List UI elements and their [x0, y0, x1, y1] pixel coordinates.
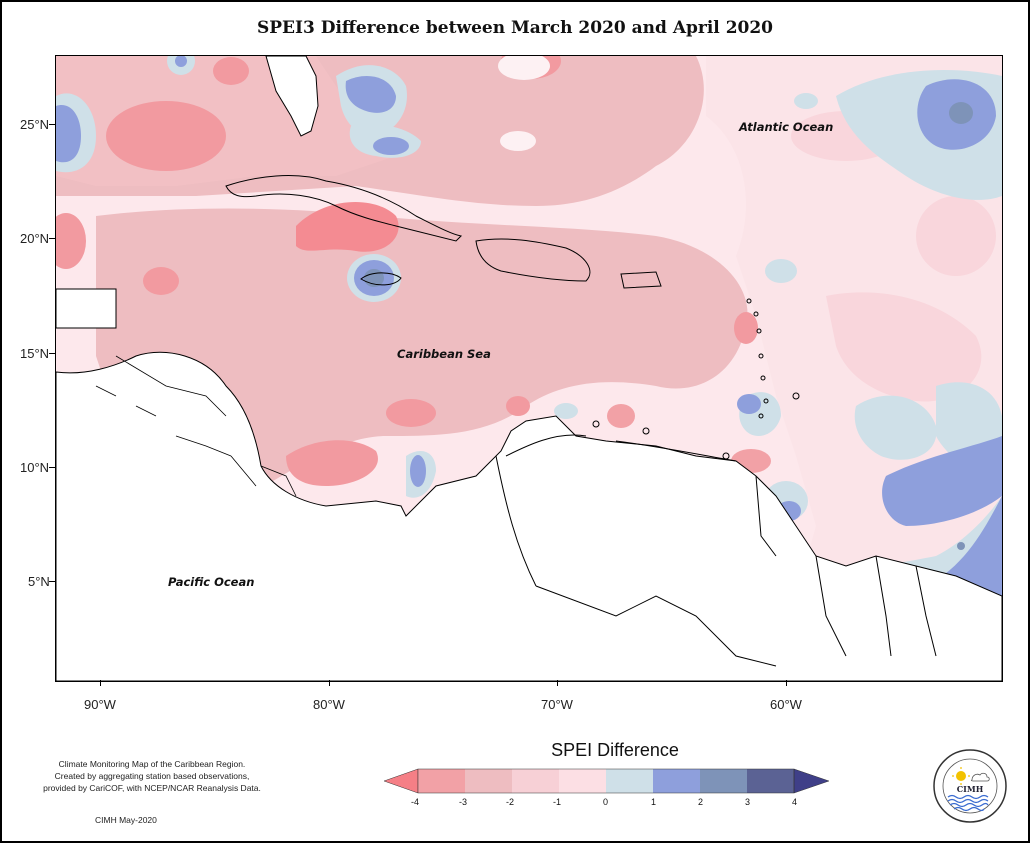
map-title: SPEI3 Difference between March 2020 and … [256, 18, 774, 38]
lat-label-10: 10°N [20, 460, 50, 475]
legend-label: 3 [745, 797, 751, 807]
credit-text: CIMH May-2020 [95, 815, 157, 825]
spei-difference-field [56, 56, 1002, 681]
cimh-logo: CIMH [933, 749, 1007, 823]
lat-tick-10 [49, 467, 55, 468]
legend-title: SPEI Difference [551, 740, 679, 760]
legend-swatch-min-arrow [384, 768, 419, 794]
legend-swatch-max-arrow [793, 768, 830, 794]
legend-label: 0 [603, 797, 609, 807]
legend-swatch-1 [418, 769, 465, 793]
lat-label-15: 15°N [20, 346, 50, 361]
label-caribbean-sea: Caribbean Sea [397, 347, 491, 361]
legend-swatch-6 [653, 769, 700, 793]
lat-label-5: 5°N [28, 574, 50, 589]
legend-swatch-2 [465, 769, 512, 793]
lon-tick-60 [786, 680, 787, 686]
legend-label: -3 [459, 797, 468, 807]
waves-icon [947, 794, 989, 812]
lon-label-70: 70°W [541, 697, 573, 712]
lon-label-80: 80°W [313, 697, 345, 712]
legend-label: -4 [411, 797, 420, 807]
map-panel [55, 55, 1003, 682]
lat-tick-25 [49, 124, 55, 125]
legend-label: -2 [506, 797, 515, 807]
lon-tick-80 [329, 680, 330, 686]
sun-icon [956, 771, 966, 781]
lat-tick-5 [49, 581, 55, 582]
lat-label-20: 20°N [20, 231, 50, 246]
logo-text: CIMH [957, 784, 984, 794]
legend-label: -1 [553, 797, 562, 807]
lat-tick-20 [49, 238, 55, 239]
legend-swatch-8 [747, 769, 794, 793]
legend-swatch-5 [606, 769, 653, 793]
lon-label-60: 60°W [770, 697, 802, 712]
legend-label: 2 [698, 797, 704, 807]
lat-tick-15 [49, 353, 55, 354]
legend-label: 4 [792, 797, 798, 807]
lon-tick-70 [557, 680, 558, 686]
lat-label-25: 25°N [20, 117, 50, 132]
label-atlantic-ocean: Atlantic Ocean [739, 120, 834, 134]
lon-label-90: 90°W [84, 697, 116, 712]
legend-colorbar [384, 768, 830, 794]
footnote-line-1: Climate Monitoring Map of the Caribbean … [58, 759, 246, 769]
footnote-line-2: Created by aggregating station based obs… [54, 771, 250, 781]
legend-swatch-3 [512, 769, 559, 793]
legend-swatch-4 [559, 769, 606, 793]
footnote-line-3: provided by CariCOF, with NCEP/NCAR Rean… [43, 783, 261, 793]
legend-label: 1 [651, 797, 657, 807]
legend-swatch-7 [700, 769, 747, 793]
cloud-icon [970, 772, 990, 782]
map-description: Climate Monitoring Map of the Caribbean … [18, 758, 286, 794]
lon-tick-90 [100, 680, 101, 686]
label-pacific-ocean: Pacific Ocean [168, 575, 255, 589]
